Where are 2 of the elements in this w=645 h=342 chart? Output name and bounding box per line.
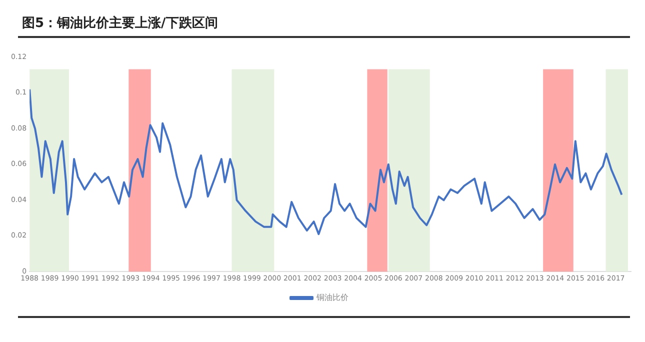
- legend-label: 铜油比价: [316, 293, 348, 302]
- chart-title: 图5：铜油比价主要上涨/下跌区间: [22, 14, 218, 32]
